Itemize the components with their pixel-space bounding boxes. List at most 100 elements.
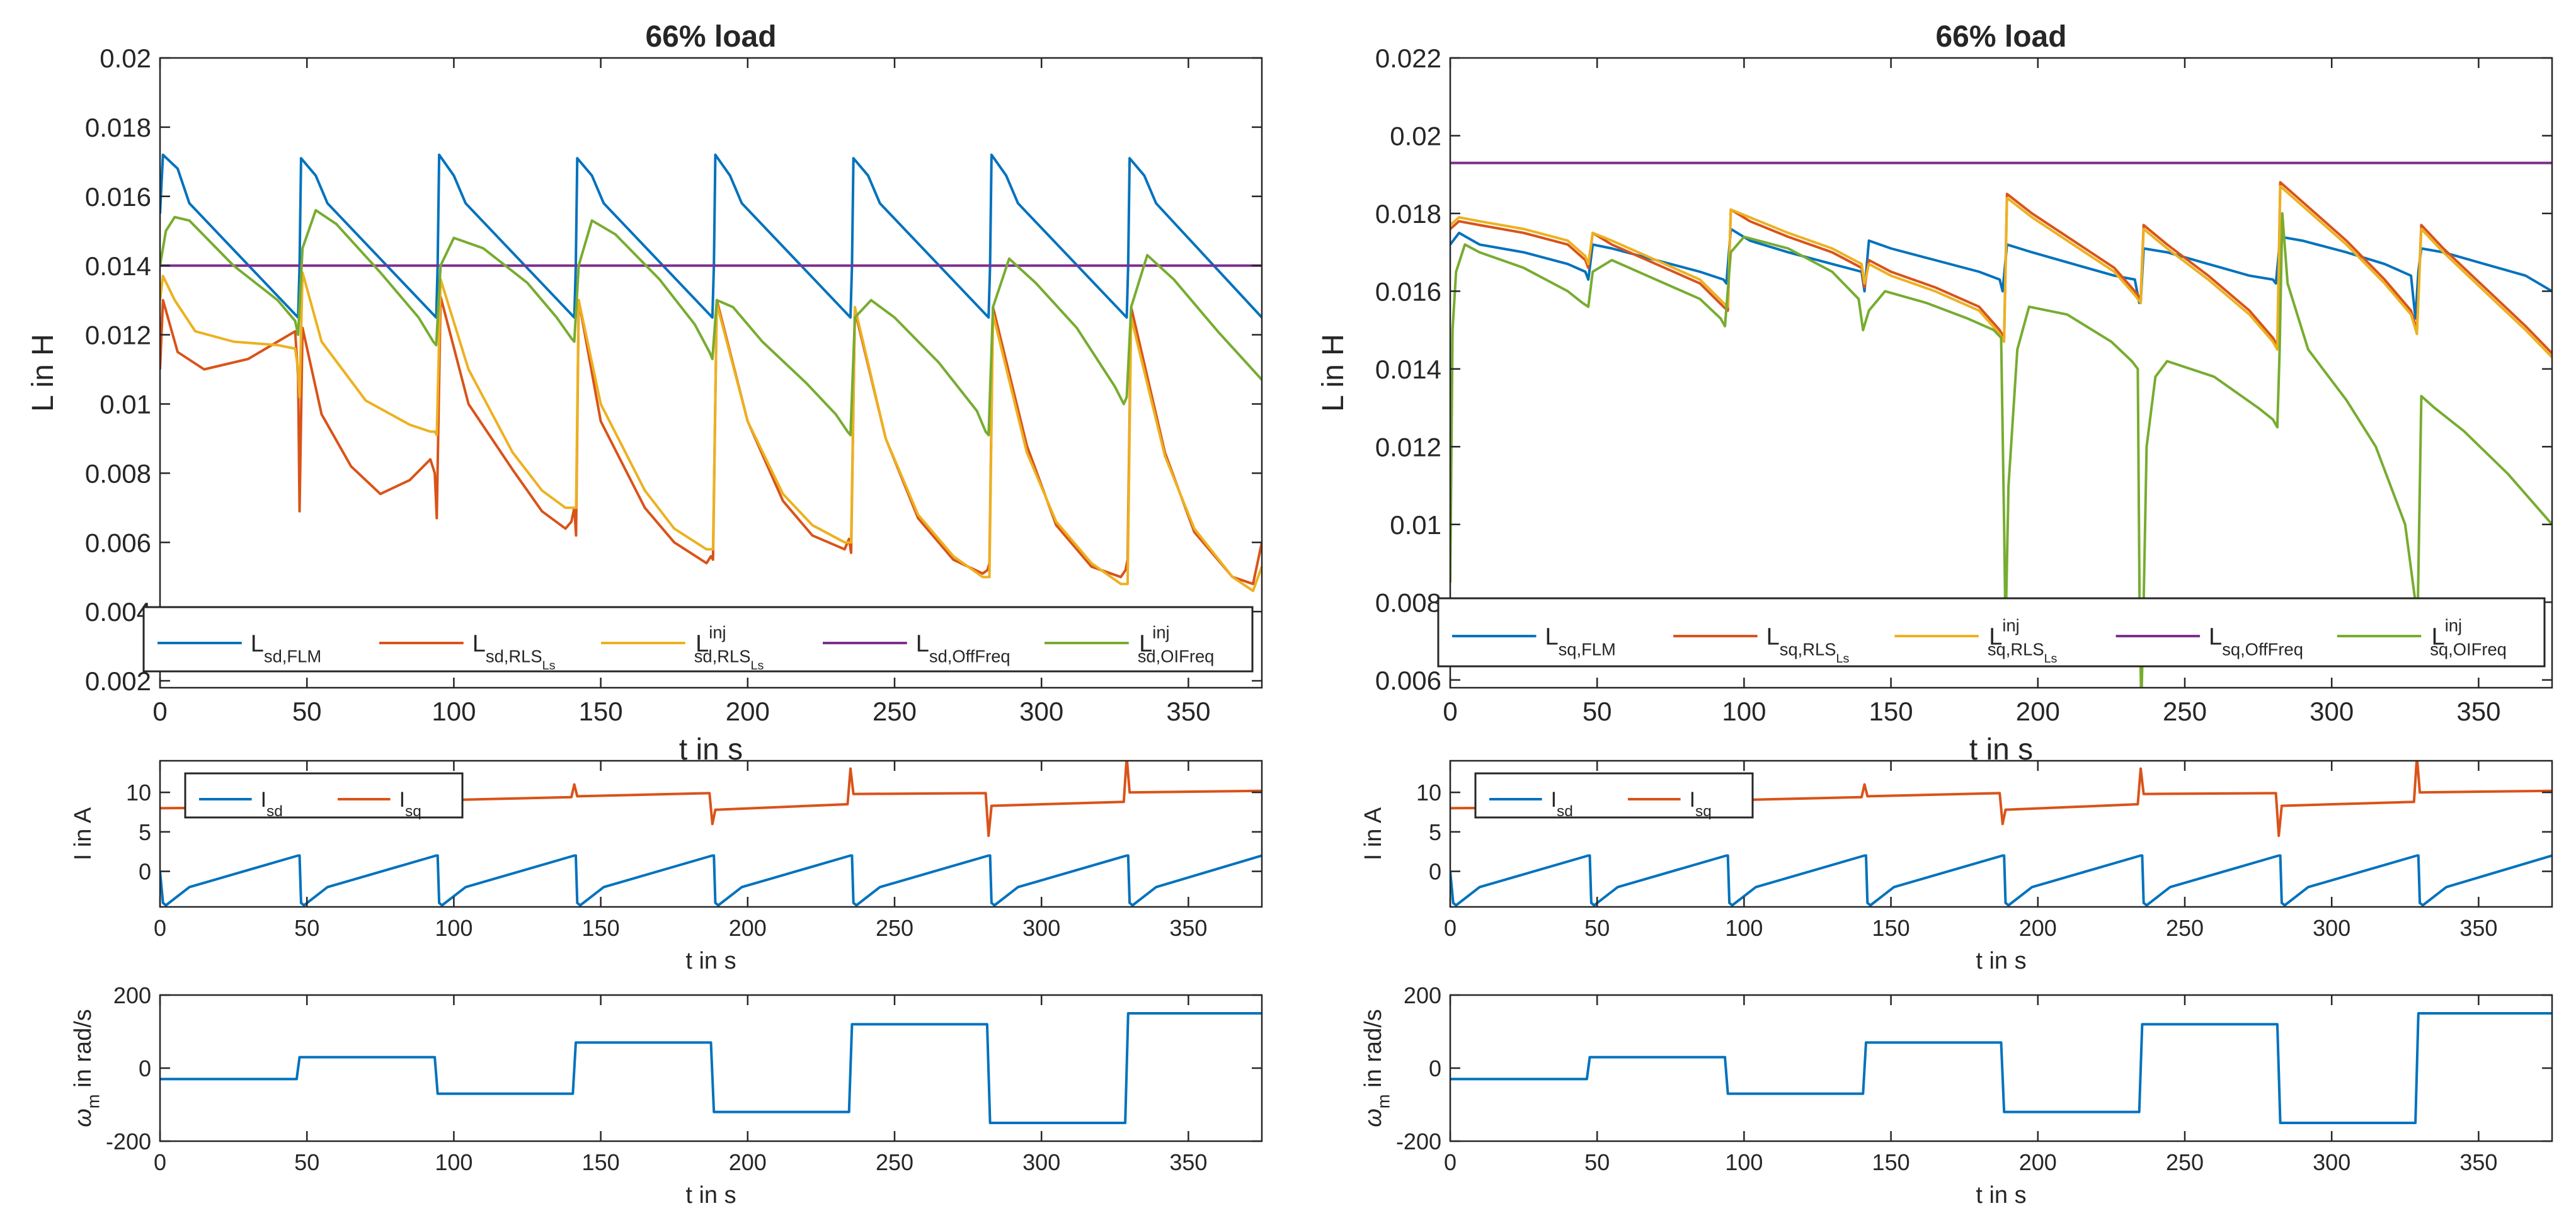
y-tick-label: 0.014 <box>1375 355 1441 384</box>
x-tick-label: 150 <box>1869 697 1913 726</box>
x-tick-label: 300 <box>2310 697 2354 726</box>
y-tick-label: 0.006 <box>85 528 151 557</box>
x-tick-label: 150 <box>579 697 623 726</box>
legend-sub: sq,FLM <box>1559 639 1616 659</box>
x-tick-label: 300 <box>1022 915 1060 941</box>
y-tick-label: 0.01 <box>1390 510 1441 540</box>
x-tick-label: 0 <box>154 1149 166 1175</box>
x-tick-label: 100 <box>1725 1149 1763 1175</box>
y-tick-label: 200 <box>1404 982 1441 1008</box>
legend-label-L_sq,OffFreq: Lsq,OffFreq <box>2209 623 2303 659</box>
x-tick-label: 100 <box>1725 915 1763 941</box>
y-tick-label: 0.02 <box>1390 122 1441 151</box>
x-tick-label: 300 <box>2313 1149 2350 1175</box>
legend-label-L_sd,RLS_Ls^inj: Linj sd,RLSLs <box>694 622 764 672</box>
legend-label-L_sq,RLS_Ls^inj: Linj sq,RLSLs <box>1988 615 2058 665</box>
x-tick-label: 200 <box>729 1149 767 1175</box>
x-tick-label: 350 <box>1169 915 1207 941</box>
legend-base: L <box>916 630 929 657</box>
y-label-sub: m <box>1373 1094 1393 1108</box>
legend-label-I_sd: Isd <box>261 788 283 820</box>
axes-box <box>159 760 1263 908</box>
x-tick-label: 250 <box>876 1149 913 1175</box>
x-tick-label: 300 <box>2313 915 2350 941</box>
y-tick-label: 0.018 <box>1375 199 1441 229</box>
chart-title: 66% load <box>645 20 776 54</box>
series-line-omega_m <box>1450 1012 2552 1124</box>
legend-sup: inj <box>2445 615 2462 635</box>
legend-sub: sq,OIFreq <box>2430 639 2507 659</box>
y-tick-label: 0.004 <box>85 597 151 627</box>
y-tick-label: 0.018 <box>85 113 151 142</box>
chart-title: 66% load <box>1935 20 2066 54</box>
series-line-L_sq,RLS_Ls <box>1450 181 2552 355</box>
x-tick-label: 150 <box>582 915 620 941</box>
y-tick-label: 0.022 <box>1375 43 1441 73</box>
x-tick-label: 50 <box>1583 697 1612 726</box>
y-tick-label: 0.01 <box>100 390 151 419</box>
legend-label-I_sq: Isq <box>1690 788 1712 820</box>
y-tick-label: 0.014 <box>85 251 151 281</box>
x-tick-label: 200 <box>729 915 767 941</box>
chart-L_d: 0 50 100 150 200 250 300 350 0.002 0.004 0.006 0.00… <box>26 20 1263 766</box>
x-tick-label: 100 <box>432 697 476 726</box>
y-tick-label: 0 <box>139 859 151 885</box>
x-tick-label: 100 <box>1722 697 1766 726</box>
x-tick-label: 0 <box>1444 1149 1457 1175</box>
x-tick-label: 250 <box>2166 1149 2204 1175</box>
y-axis-label: ωm in rad/s <box>1360 1009 1393 1127</box>
series-line-L_sd,RLS_Ls^inj <box>160 271 1262 593</box>
y-tick-label: 0.02 <box>100 43 151 73</box>
x-tick-label: 0 <box>154 915 166 941</box>
x-tick-label: 300 <box>1019 697 1063 726</box>
x-tick-label: 150 <box>1872 915 1910 941</box>
series-line-I_sd <box>1450 854 2552 907</box>
y-axis-label: L in H <box>26 334 60 412</box>
legend-subsub: Ls <box>542 659 556 673</box>
y-tick-label: 5 <box>139 819 151 845</box>
x-tick-label: 200 <box>2019 915 2057 941</box>
axes-box <box>1449 57 2553 689</box>
legend-sup: inj <box>1152 622 1169 642</box>
x-tick-label: 350 <box>2459 915 2497 941</box>
x-tick-label: 0 <box>152 697 167 726</box>
x-tick-label: 50 <box>1584 1149 1610 1175</box>
y-tick-label: 10 <box>126 780 151 805</box>
series-line-L_sd,RLS_Ls <box>160 295 1262 586</box>
legend-sub: sd,OIFreq <box>1138 646 1215 666</box>
legend-sup: inj <box>2002 615 2019 635</box>
x-tick-label: 50 <box>292 697 322 726</box>
legend-base: L <box>251 630 264 657</box>
y-tick-label: 0.002 <box>85 666 151 696</box>
series-group <box>1450 161 2552 688</box>
y-tick-label: -200 <box>106 1129 151 1154</box>
legend-box <box>1437 597 2546 668</box>
x-tick-label: 150 <box>1872 1149 1910 1175</box>
legend-sub: sd,RLS <box>486 646 542 666</box>
y-label-sub: m <box>83 1094 103 1108</box>
y-tick-label: 5 <box>1429 819 1441 845</box>
legend-label-I_sd: Isd <box>1551 788 1573 820</box>
y-tick-label: 0 <box>139 1056 151 1081</box>
legend-base: L <box>472 630 486 657</box>
x-tick-label: 200 <box>2019 1149 2057 1175</box>
legend-sub: sd,OffFreq <box>929 646 1010 666</box>
chart-I_right: 0 50 100 150 200 250 300 350 0 5 10 t in s I in A Isd… <box>1360 760 2553 974</box>
axes-box <box>159 57 1263 689</box>
series-group <box>160 153 1262 593</box>
legend-base: L <box>1545 623 1558 650</box>
legend-label-I_sq: Isq <box>399 788 421 820</box>
y-tick-label: 10 <box>1416 780 1441 805</box>
x-tick-label: 350 <box>2459 1149 2497 1175</box>
legend-base: L <box>2432 623 2445 650</box>
y-label-rest: in rad/s <box>1360 1009 1387 1094</box>
legend-sub: sq <box>405 803 421 820</box>
x-tick-label: 250 <box>876 915 913 941</box>
legend-subsub: Ls <box>2044 652 2058 666</box>
x-tick-label: 50 <box>1584 915 1610 941</box>
legend-base: L <box>1766 623 1780 650</box>
y-label-rest: in rad/s <box>70 1009 96 1094</box>
